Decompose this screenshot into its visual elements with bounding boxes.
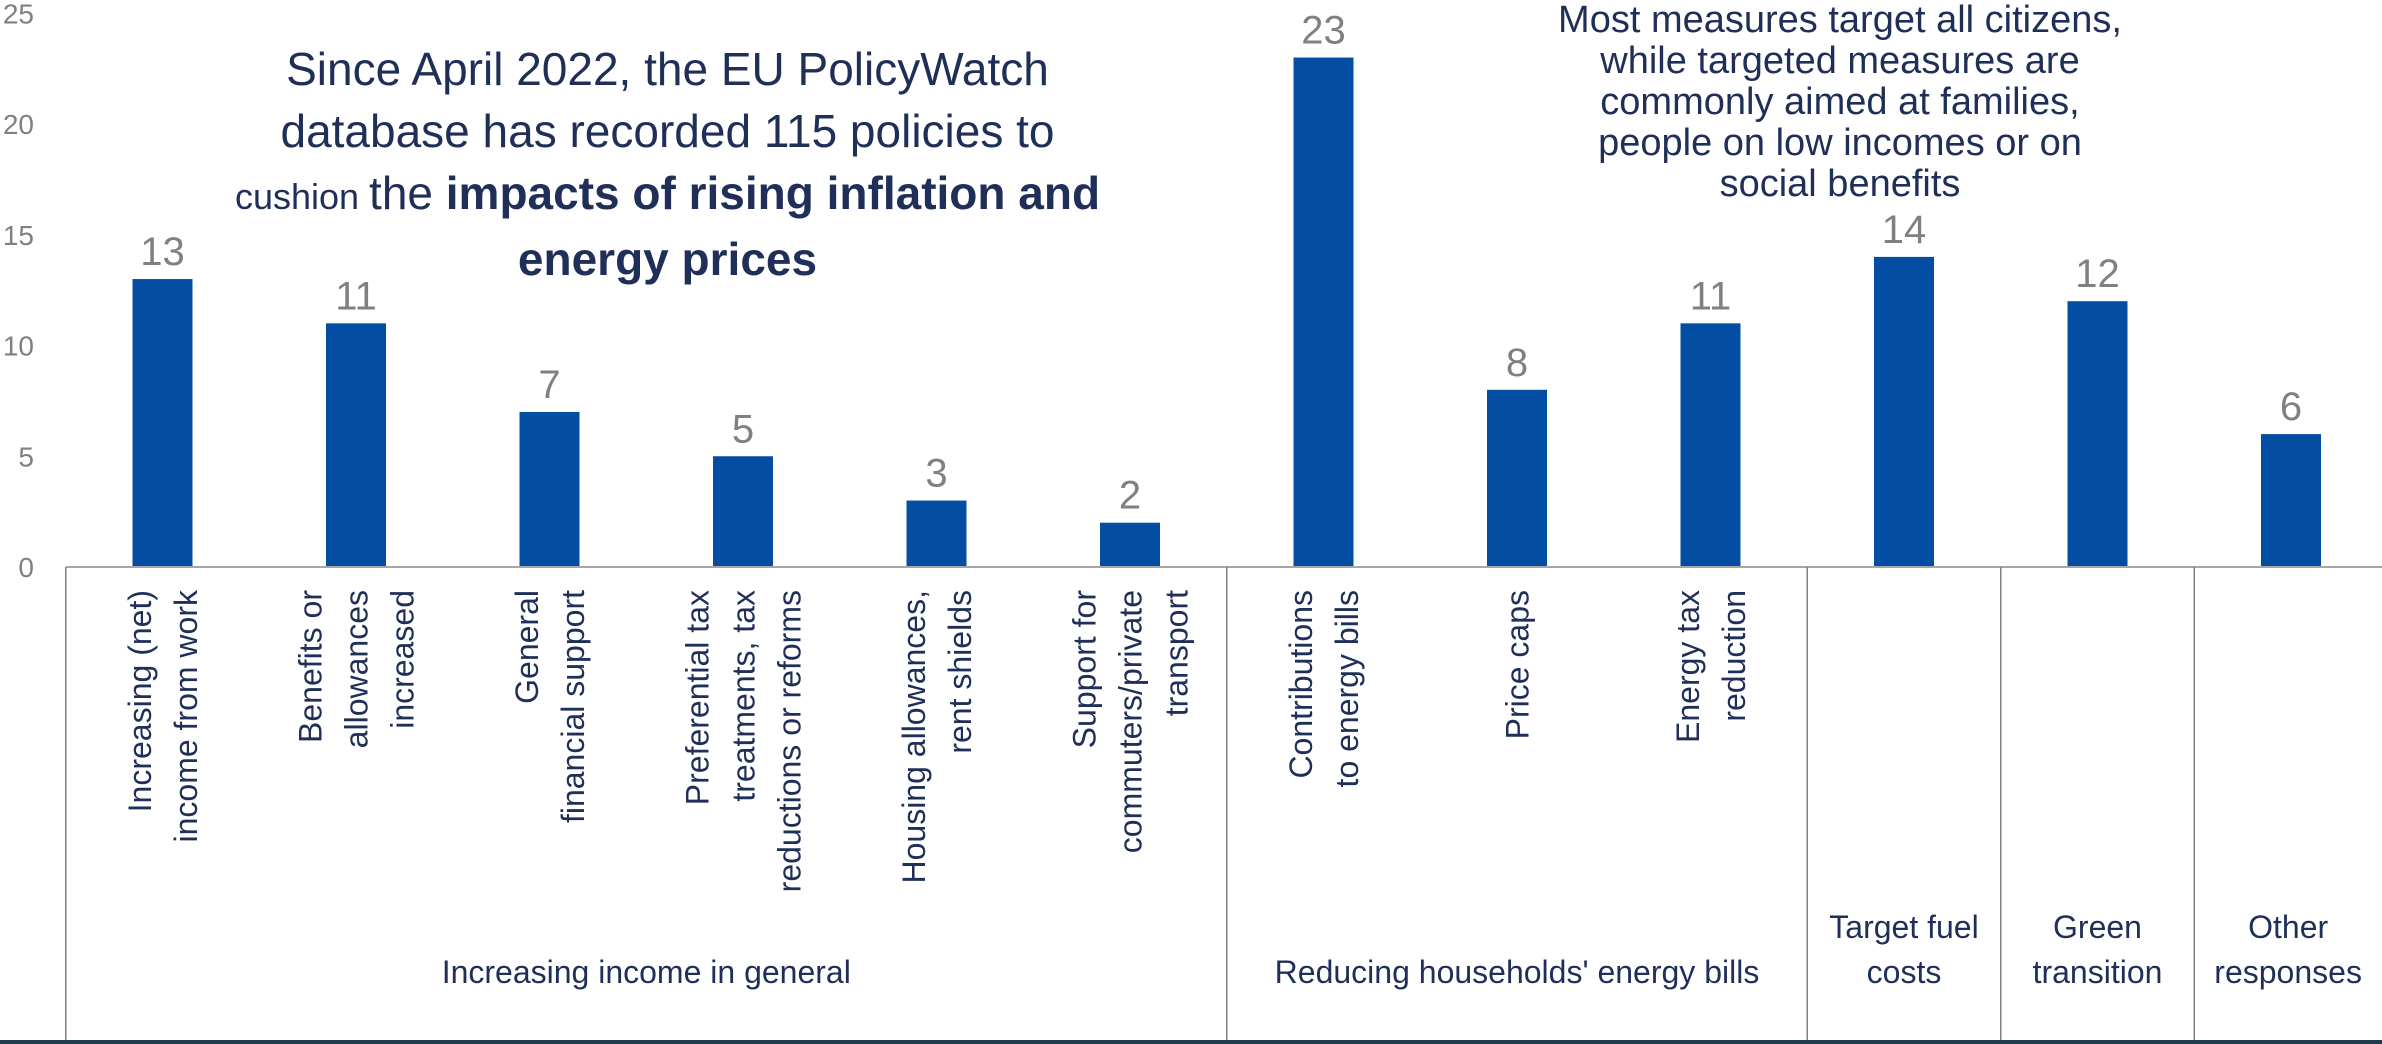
category-label: Support for commuters/private transport xyxy=(1067,590,1195,854)
category-label-line: increased xyxy=(385,590,421,729)
value-label: 11 xyxy=(335,274,377,318)
category-label-line: allowances xyxy=(339,590,375,748)
category-label-line: Price caps xyxy=(1500,590,1536,739)
annotation-target-groups: Most measures target all citizens, while… xyxy=(1405,0,2275,205)
category-label-line: General xyxy=(509,590,545,704)
category-label-line: income from work xyxy=(168,589,204,843)
bar xyxy=(132,279,193,567)
bar xyxy=(1874,256,1934,567)
category-label: Increasing (net) income from work xyxy=(122,589,204,843)
y-tick-label: 20 xyxy=(3,109,34,140)
bar xyxy=(2261,434,2321,567)
category-label-line: Benefits or xyxy=(293,590,329,743)
x-axis xyxy=(0,566,2382,1044)
category-label-line: reduction xyxy=(1716,590,1752,722)
category-label: Benefits or allowances increased xyxy=(293,590,421,749)
annotation-right-line1: Most measures target all citizens, xyxy=(1558,0,2122,41)
y-axis: 0 5 10 15 20 25 xyxy=(3,0,34,583)
bar xyxy=(906,500,967,567)
group-label: Target fuel xyxy=(1829,909,1978,945)
bar xyxy=(1293,57,1354,568)
annotation-left-line3: cushion the impacts of rising inflation … xyxy=(170,162,1165,228)
y-tick-label: 15 xyxy=(3,220,34,251)
category-label: General financial support xyxy=(509,590,591,823)
category-label-line: Support for xyxy=(1067,590,1103,749)
y-tick-label: 10 xyxy=(3,331,34,362)
value-label: 12 xyxy=(2075,252,2120,296)
annotation-left-line1: Since April 2022, the EU PolicyWatch xyxy=(286,43,1049,95)
group-label: Increasing income in general xyxy=(442,954,851,990)
category-label: Preferential tax treatments, tax reduction… xyxy=(680,590,808,892)
category-label-line: Housing allowances, xyxy=(896,590,932,884)
y-tick-label: 5 xyxy=(18,441,34,472)
group-label: Reducing households' energy bills xyxy=(1275,954,1760,990)
annotation-left-line4: energy prices xyxy=(517,233,818,285)
group-label: transition xyxy=(2033,954,2163,990)
category-label-line: to energy bills xyxy=(1329,590,1365,787)
group-labels: Increasing income in general Reducing hou… xyxy=(442,909,2362,990)
annotation-left-line3-normal: the xyxy=(369,167,446,219)
value-label: 2 xyxy=(1119,474,1141,518)
category-label-line: financial support xyxy=(555,590,591,823)
value-label: 7 xyxy=(538,363,560,407)
category-label-line: Contributions xyxy=(1283,590,1319,779)
value-label: 6 xyxy=(2280,385,2302,429)
value-label: 23 xyxy=(1301,9,1346,53)
annotation-right-line4: people on low incomes or on xyxy=(1598,122,2082,164)
category-label: Energy tax reduction xyxy=(1670,590,1752,743)
category-label-line: transport xyxy=(1159,590,1195,716)
y-tick-label: 0 xyxy=(18,552,34,583)
annotation-left-line3-small: cushion xyxy=(234,176,370,217)
value-label: 14 xyxy=(1882,208,1927,252)
bar xyxy=(519,411,580,567)
category-label-line: reductions or reforms xyxy=(772,590,808,892)
category-label-line: commuters/private xyxy=(1113,590,1149,853)
annotation-right-line5: social benefits xyxy=(1719,163,1961,205)
category-labels: Increasing (net) income from work Benefits… xyxy=(122,589,1752,892)
y-tick-label: 25 xyxy=(3,0,34,29)
annotation-policy-count: Since April 2022, the EU PolicyWatch dat… xyxy=(170,38,1165,290)
annotation-left-line2: database has recorded 115 policies to xyxy=(280,105,1055,157)
category-label-line: Energy tax xyxy=(1670,590,1706,743)
value-labels: 13 11 7 5 3 2 23 8 11 14 12 6 xyxy=(140,9,2302,518)
value-label: 13 xyxy=(140,230,185,274)
value-label: 5 xyxy=(732,407,754,451)
value-label: 11 xyxy=(1690,274,1732,318)
category-label: Contributions to energy bills xyxy=(1283,590,1365,787)
category-label: Price caps xyxy=(1500,590,1536,739)
value-label: 3 xyxy=(925,452,947,496)
bar xyxy=(1487,389,1547,567)
bar xyxy=(2067,301,2128,567)
annotation-right-line2: while targeted measures are xyxy=(1600,40,2080,82)
group-label: Other xyxy=(2248,909,2328,945)
category-label-line: Increasing (net) xyxy=(122,590,158,812)
annotation-left-line3-bold: impacts of rising inflation and xyxy=(445,167,1101,219)
bar xyxy=(713,456,773,567)
group-label: responses xyxy=(2214,954,2362,990)
group-label: costs xyxy=(1867,954,1942,990)
category-label-line: rent shields xyxy=(942,590,978,754)
category-label-line: treatments, tax xyxy=(726,590,762,802)
annotation-right-line3: commonly aimed at families, xyxy=(1600,81,2080,123)
bar xyxy=(1680,323,1741,567)
category-label-line: Preferential tax xyxy=(680,590,716,805)
group-label: Green xyxy=(2053,909,2142,945)
value-label: 8 xyxy=(1506,341,1528,385)
bars xyxy=(132,57,2321,568)
bar xyxy=(326,323,386,567)
category-label: Housing allowances, rent shields xyxy=(896,590,978,884)
bar xyxy=(1100,522,1160,567)
